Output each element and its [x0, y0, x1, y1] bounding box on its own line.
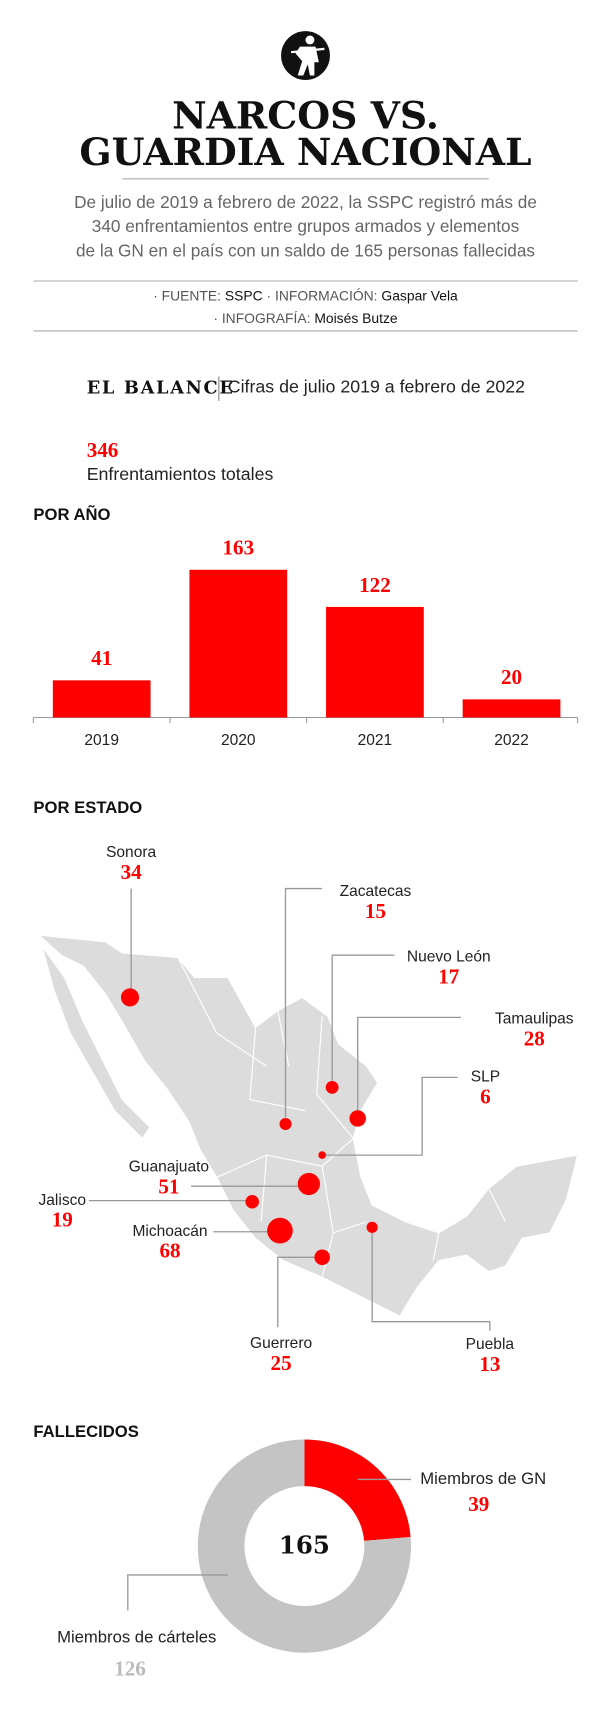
- credits-line: · FUENTE: SSPC · INFORMACIÓN: Gaspar Vel…: [153, 287, 458, 303]
- credit-label: · FUENTE:: [153, 287, 221, 303]
- x-tick-label: 2019: [84, 732, 119, 749]
- legend-label: Miembros de cárteles: [57, 1628, 216, 1647]
- bubble: [349, 1110, 366, 1127]
- leader-line: [277, 1256, 323, 1328]
- value-label: 17: [438, 964, 460, 988]
- total-label: Enfrentamientos totales: [87, 464, 274, 484]
- leader-line: [357, 1016, 461, 1111]
- bubble: [366, 1221, 378, 1233]
- bubble: [297, 1172, 320, 1196]
- total-value: 346: [87, 438, 119, 462]
- bar: [326, 606, 424, 718]
- title-line: NARCOS VS.: [172, 93, 439, 137]
- bubble: [318, 1151, 326, 1159]
- section-title: POR AÑO: [33, 504, 110, 524]
- leader-line: [127, 1574, 228, 1611]
- donut-slice: [197, 1439, 412, 1653]
- value-label: 15: [365, 899, 386, 923]
- section-title: POR ESTADO: [33, 798, 142, 817]
- bar: [189, 569, 288, 718]
- value-label: 163: [222, 536, 254, 560]
- x-tick-label: 2022: [494, 732, 529, 749]
- donut-slice: [304, 1439, 411, 1541]
- value-label: 39: [468, 1492, 489, 1516]
- subtitle-line: de la GN en el país con un saldo de 165 …: [76, 241, 535, 261]
- map: [37, 934, 579, 1317]
- subtitle-line: De julio de 2019 a febrero de 2022, la S…: [74, 192, 537, 212]
- bar: [52, 680, 151, 718]
- state-label: Guerrero: [250, 1335, 312, 1352]
- value-label: 41: [91, 646, 112, 670]
- value-label: 68: [159, 1239, 180, 1263]
- state-label: Nuevo León: [407, 949, 491, 966]
- state-label: SLP: [471, 1068, 500, 1085]
- value-label: 51: [158, 1174, 179, 1198]
- value-label: 13: [479, 1352, 500, 1376]
- credit-value: SSPC: [225, 287, 263, 303]
- leader-line: [284, 887, 323, 1118]
- donut-total: 165: [279, 1531, 330, 1560]
- value-label: 6: [480, 1084, 491, 1108]
- state-label: Guanajuato: [129, 1158, 209, 1175]
- bubble: [267, 1217, 293, 1244]
- state-label: Michoacán: [132, 1223, 207, 1240]
- leader-line: [331, 954, 395, 1081]
- title-line: GUARDIA NACIONAL: [79, 130, 531, 174]
- soldier-icon: [281, 31, 330, 80]
- bar: [462, 699, 561, 718]
- credit-label: · INFOGRAFÍA:: [213, 309, 310, 325]
- credit-value: Moisés Butze: [314, 309, 398, 325]
- balance-subtitle: Cifras de julio 2019 a febrero de 2022: [228, 376, 525, 396]
- value-label: 126: [114, 1656, 146, 1680]
- value-label: 122: [359, 573, 391, 597]
- bubble: [245, 1194, 259, 1209]
- section-title: FALLECIDOS: [33, 1422, 139, 1441]
- state-label: Jalisco: [39, 1192, 86, 1209]
- legend-label: Miembros de GN: [420, 1469, 546, 1488]
- bubble: [279, 1117, 292, 1131]
- x-tick-label: 2021: [358, 732, 393, 749]
- credit-value: Gaspar Vela: [381, 287, 458, 303]
- value-label: 19: [52, 1208, 73, 1232]
- bubble: [120, 988, 140, 1007]
- balance-title: EL BALANCE: [87, 378, 235, 399]
- x-tick-label: 2020: [221, 732, 256, 749]
- bubble: [314, 1249, 330, 1266]
- value-label: 20: [501, 665, 522, 689]
- value-label: 28: [524, 1027, 545, 1051]
- bubble: [325, 1080, 339, 1094]
- credits-line: · INFOGRAFÍA: Moisés Butze: [213, 309, 398, 325]
- leader-line: [322, 1076, 458, 1156]
- value-label: 25: [271, 1351, 292, 1375]
- state-label: Sonora: [106, 844, 156, 861]
- state-label: Puebla: [466, 1336, 515, 1353]
- leader-line: [371, 1227, 491, 1331]
- state-label: Zacatecas: [340, 883, 412, 900]
- state-label: Tamaulipas: [495, 1011, 574, 1028]
- subtitle-line: 340 enfrentamientos entre grupos armados…: [92, 216, 519, 236]
- value-label: 34: [121, 860, 143, 884]
- credit-label: · INFORMACIÓN:: [267, 287, 378, 303]
